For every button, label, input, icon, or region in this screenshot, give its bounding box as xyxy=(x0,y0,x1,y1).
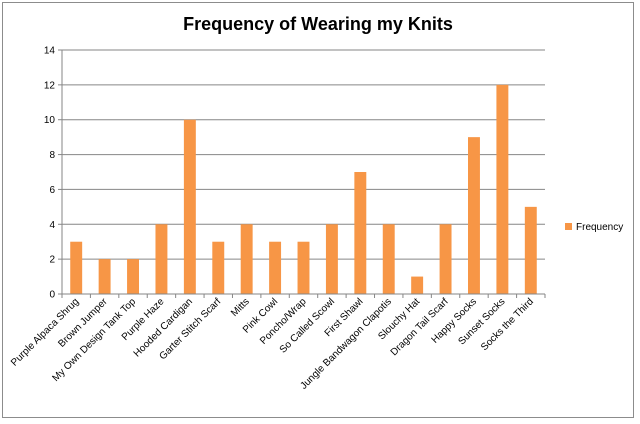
y-tick-label: 2 xyxy=(49,255,55,266)
legend: Frequency xyxy=(565,222,623,233)
y-tick-label: 8 xyxy=(49,150,55,161)
bar xyxy=(411,276,424,294)
bar xyxy=(325,224,338,294)
bar xyxy=(70,241,83,294)
bar xyxy=(297,241,310,294)
chart-title: Frequency of Wearing my Knits xyxy=(183,14,453,34)
y-tick-label: 0 xyxy=(49,290,55,301)
bar xyxy=(183,119,196,294)
y-tick-label: 14 xyxy=(44,46,56,57)
x-tick-label: Brown Jumper xyxy=(56,296,110,350)
y-tick-label: 4 xyxy=(49,220,55,231)
x-tick-label: Socks the Third xyxy=(479,296,536,353)
y-tick-label: 6 xyxy=(49,185,55,196)
axes xyxy=(61,50,545,295)
bar xyxy=(127,259,139,294)
bar xyxy=(98,259,111,294)
y-tick-label: 10 xyxy=(44,115,56,126)
y-axis-tick-labels: 0 2 4 6 8 10 12 14 xyxy=(44,46,62,301)
gridlines xyxy=(62,49,545,260)
bar xyxy=(155,224,168,294)
bar xyxy=(354,172,367,294)
bar xyxy=(240,224,253,294)
bar xyxy=(468,137,480,294)
y-tick-label: 12 xyxy=(44,80,56,91)
bar xyxy=(439,224,452,294)
bar xyxy=(212,241,225,294)
bars xyxy=(70,84,537,294)
bar xyxy=(269,241,282,294)
legend-label: Frequency xyxy=(576,222,623,233)
bar xyxy=(382,224,395,294)
bar xyxy=(524,206,537,294)
x-tick-label: Mitts xyxy=(229,296,252,319)
legend-swatch xyxy=(565,223,572,230)
bar xyxy=(496,84,509,294)
